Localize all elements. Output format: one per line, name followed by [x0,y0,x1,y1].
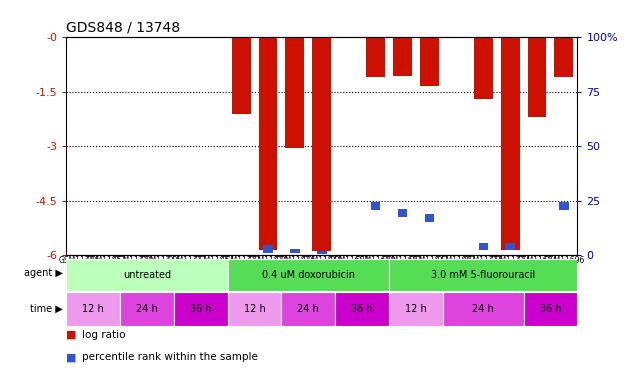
Bar [281,292,335,326]
Bar [443,292,524,326]
Bar [389,259,577,291]
Bar [398,209,407,217]
Bar [559,202,569,210]
Text: 12 h: 12 h [244,304,266,314]
Text: 24 h: 24 h [473,304,494,314]
Bar [478,243,488,250]
Text: 36 h: 36 h [540,304,562,314]
Bar [524,292,577,326]
Bar [290,249,300,253]
Bar [425,214,434,222]
Text: 36 h: 36 h [351,304,373,314]
Text: ■: ■ [66,352,77,363]
Text: 3.0 mM 5-fluorouracil: 3.0 mM 5-fluorouracil [431,270,535,280]
Bar [66,292,120,326]
Text: 24 h: 24 h [297,304,319,314]
Text: agent ▶: agent ▶ [24,268,63,278]
Bar [335,292,389,326]
Text: log ratio: log ratio [82,330,126,340]
Bar [263,245,273,253]
Text: 36 h: 36 h [190,304,211,314]
Bar [259,38,278,250]
Bar [66,259,228,291]
Text: ■: ■ [66,330,77,340]
Bar [366,38,385,77]
Bar [555,38,574,77]
Bar [501,38,519,250]
Bar [393,38,412,75]
Bar [505,243,515,250]
Bar [420,38,439,86]
Bar [312,38,331,251]
Bar [228,259,389,291]
Bar [474,38,493,99]
Bar [228,292,281,326]
Text: time ▶: time ▶ [30,304,63,314]
Text: GDS848 / 13748: GDS848 / 13748 [66,21,180,35]
Bar [174,292,228,326]
Bar [120,292,174,326]
Bar [528,38,546,117]
Bar [317,251,326,254]
Bar [389,292,443,326]
Text: 24 h: 24 h [136,304,158,314]
Bar [232,38,251,114]
Text: percentile rank within the sample: percentile rank within the sample [82,352,258,363]
Text: 12 h: 12 h [405,304,427,314]
Text: untreated: untreated [123,270,171,280]
Text: 12 h: 12 h [82,304,104,314]
Text: 0.4 uM doxorubicin: 0.4 uM doxorubicin [262,270,355,280]
Bar [371,202,380,210]
Bar [285,38,304,148]
